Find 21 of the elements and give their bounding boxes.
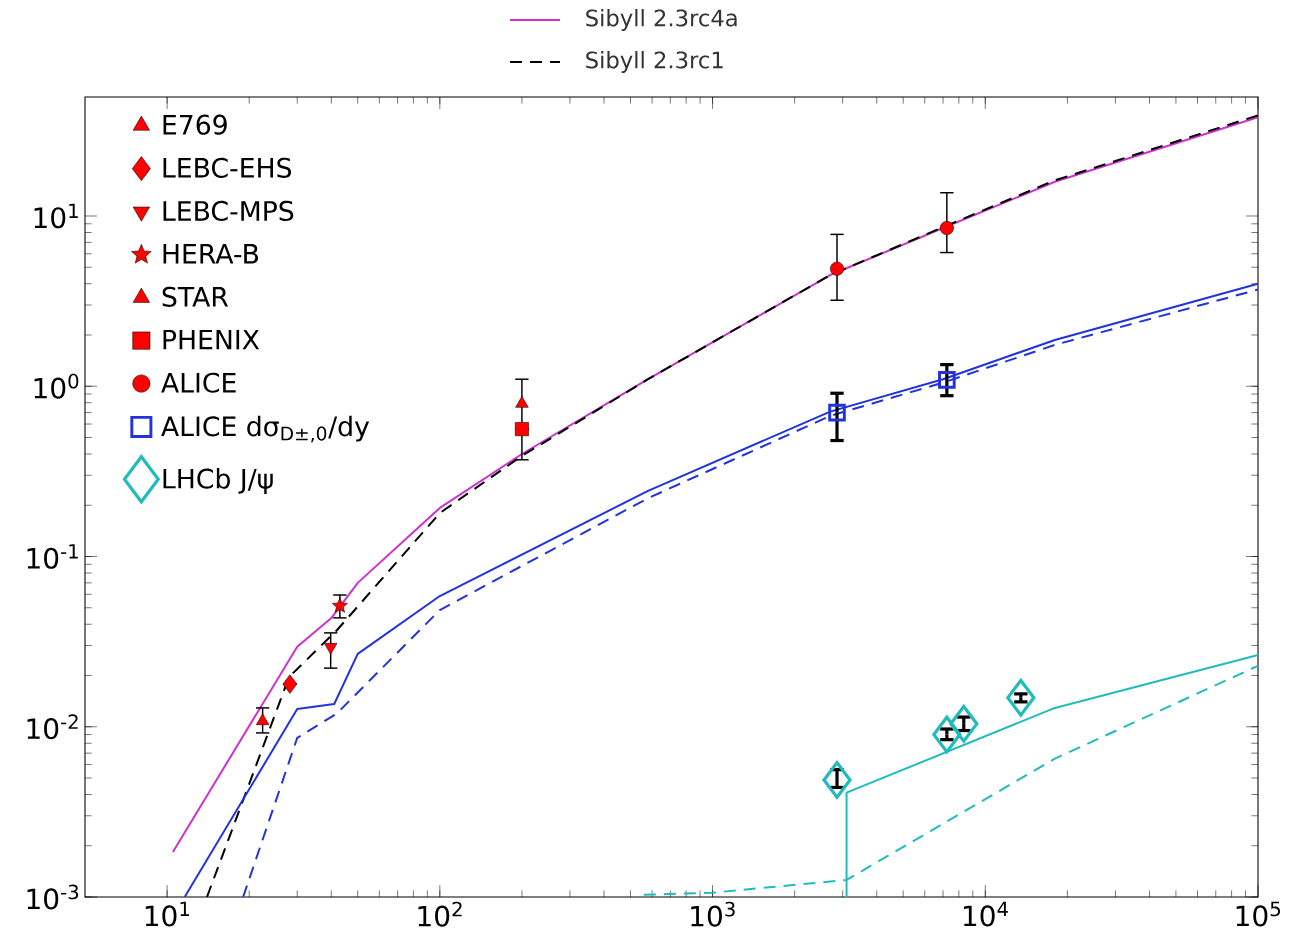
legend-label: LHCb J/ψ	[163, 468, 273, 494]
y-tick-label: 10$^{-1}$	[27, 544, 78, 569]
legend-label: PHENIX	[163, 329, 260, 350]
legend-label: Sibyll 2.3rc4a	[586, 9, 737, 31]
legend-label: Sibyll 2.3rc1	[586, 51, 723, 73]
legend-label: LEBC-MPS	[163, 200, 294, 222]
legend-label: E769	[163, 114, 227, 135]
legend-label: HERA-B	[163, 243, 259, 264]
y-tick-label: 10$^{-3}$	[27, 884, 79, 910]
x-tick-label: 10$^{4}$	[963, 901, 1008, 927]
y-tick-label: 10$^{-2}$	[27, 714, 78, 740]
x-tick-label: 10$^{1}$	[145, 901, 190, 927]
legend-label: ALICE dσ$_{D±,0}$/dy	[161, 415, 370, 443]
x-tick-label: 10$^{2}$	[418, 901, 462, 927]
x-tick-label: 10$^{5}$	[1236, 901, 1280, 927]
legend-label: ALICE	[161, 372, 236, 393]
y-tick-label: 10$^{1}$	[34, 203, 78, 229]
x-tick-label: 10$^{3}$	[691, 901, 735, 927]
legend-label: STAR	[162, 286, 229, 307]
legend-label: LEBC-EHS	[163, 157, 292, 178]
y-tick-label: 10$^{0}$	[34, 373, 79, 399]
